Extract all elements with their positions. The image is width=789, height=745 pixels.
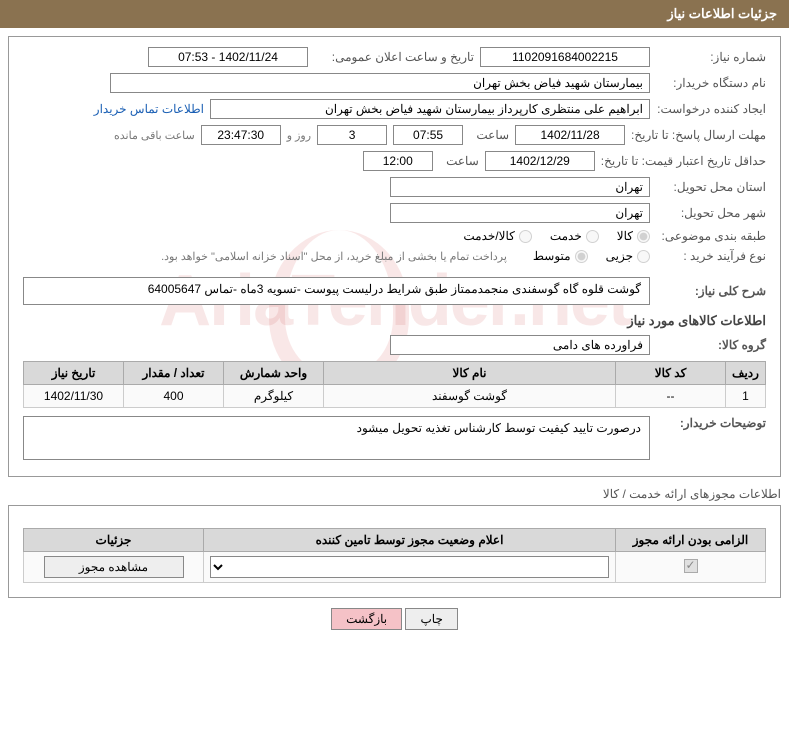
validity-date-field: 1402/12/29 (485, 151, 595, 171)
lic-col-mandatory: الزامی بودن ارائه مجوز (616, 529, 766, 552)
goods-table: ردیف کد کالا نام کالا واحد شمارش تعداد /… (23, 361, 766, 408)
license-panel: الزامی بودن ارائه مجوز اعلام وضعیت مجوز … (8, 505, 781, 598)
requester-label: ایجاد کننده درخواست: (656, 102, 766, 116)
goods-group-label: گروه کالا: (656, 338, 766, 352)
col-name: نام کالا (324, 362, 616, 385)
page-header: جزئیات اطلاعات نیاز (0, 0, 789, 28)
province-label: استان محل تحویل: (656, 180, 766, 194)
buyer-org-label: نام دستگاه خریدار: (656, 76, 766, 90)
buyer-notes-label: توضیحات خریدار: (656, 416, 766, 430)
col-unit: واحد شمارش (224, 362, 324, 385)
page-title: جزئیات اطلاعات نیاز (667, 6, 777, 21)
category-radio-both[interactable]: کالا/خدمت (463, 229, 531, 243)
col-row: ردیف (726, 362, 766, 385)
status-cell (204, 552, 616, 583)
treasury-note: پرداخت تمام یا بخشی از مبلغ خرید، از محل… (161, 250, 507, 263)
status-select[interactable] (210, 556, 609, 578)
category-radio-service[interactable]: خدمت (550, 229, 599, 243)
category-radio-group: کالا خدمت کالا/خدمت (463, 229, 650, 243)
buyer-notes-field: درصورت تایید کیفیت توسط کارشناس تغذیه تح… (23, 416, 650, 460)
main-panel: شماره نیاز: 1102091684002215 تاریخ و ساع… (8, 36, 781, 477)
print-button[interactable]: چاپ (405, 608, 457, 630)
hour-label-1: ساعت (469, 128, 509, 142)
category-radio-goods[interactable]: کالا (617, 229, 650, 243)
deadline-date-field: 1402/11/28 (515, 125, 625, 145)
summary-label: شرح کلی نیاز: (656, 284, 766, 298)
city-field: تهران (390, 203, 650, 223)
mandatory-checkbox (684, 559, 698, 573)
buyer-contact-link[interactable]: اطلاعات تماس خریدار (94, 102, 204, 116)
days-field: 3 (317, 125, 387, 145)
days-and-text: روز و (287, 129, 311, 142)
license-table: الزامی بودن ارائه مجوز اعلام وضعیت مجوز … (23, 528, 766, 583)
city-label: شهر محل تحویل: (656, 206, 766, 220)
col-qty: تعداد / مقدار (124, 362, 224, 385)
hour-label-2: ساعت (439, 154, 479, 168)
table-row: 1 -- گوشت گوسفند کیلوگرم 400 1402/11/30 (24, 385, 766, 408)
details-cell: مشاهده مجوز (24, 552, 204, 583)
col-date: تاریخ نیاز (24, 362, 124, 385)
col-code: کد کالا (616, 362, 726, 385)
remaining-text: ساعت باقی مانده (114, 129, 195, 142)
validity-label: حداقل تاریخ اعتبار قیمت: تا تاریخ: (601, 154, 766, 168)
deadline-label: مهلت ارسال پاسخ: تا تاریخ: (631, 128, 766, 142)
validity-hour-field: 12:00 (363, 151, 433, 171)
mandatory-cell (616, 552, 766, 583)
purchase-radio-medium[interactable]: متوسط (533, 249, 588, 263)
purchase-radio-minor[interactable]: جزیی (606, 249, 650, 263)
need-number-label: شماره نیاز: (656, 50, 766, 64)
goods-table-header: ردیف کد کالا نام کالا واحد شمارش تعداد /… (24, 362, 766, 385)
footer-buttons: چاپ بازگشت (0, 608, 789, 630)
lic-col-status: اعلام وضعیت مجوز توسط تامین کننده (204, 529, 616, 552)
buyer-org-field: بیمارستان شهید فیاض بخش تهران (110, 73, 650, 93)
need-number-field: 1102091684002215 (480, 47, 650, 67)
countdown-field: 23:47:30 (201, 125, 281, 145)
announce-label: تاریخ و ساعت اعلان عمومی: (314, 50, 474, 64)
licenses-section-header: اطلاعات مجوزهای ارائه خدمت / کالا (8, 487, 781, 501)
purchase-radio-group: جزیی متوسط (533, 249, 650, 263)
purchase-type-label: نوع فرآیند خرید : (656, 249, 766, 263)
back-button[interactable]: بازگشت (331, 608, 402, 630)
summary-field: گوشت قلوه گاه گوسفندی منجمدممتاز طبق شرا… (23, 277, 650, 305)
category-label: طبقه بندی موضوعی: (656, 229, 766, 243)
goods-group-field: فراورده های دامی (390, 335, 650, 355)
lic-col-details: جزئیات (24, 529, 204, 552)
view-license-button[interactable]: مشاهده مجوز (44, 556, 184, 578)
announce-field: 1402/11/24 - 07:53 (148, 47, 308, 67)
deadline-hour-field: 07:55 (393, 125, 463, 145)
requester-field: ابراهیم علی منتظری کارپرداز بیمارستان شه… (210, 99, 650, 119)
license-table-header: الزامی بودن ارائه مجوز اعلام وضعیت مجوز … (24, 529, 766, 552)
table-row: مشاهده مجوز (24, 552, 766, 583)
province-field: تهران (390, 177, 650, 197)
goods-section-title: اطلاعات کالاهای مورد نیاز (23, 313, 766, 329)
